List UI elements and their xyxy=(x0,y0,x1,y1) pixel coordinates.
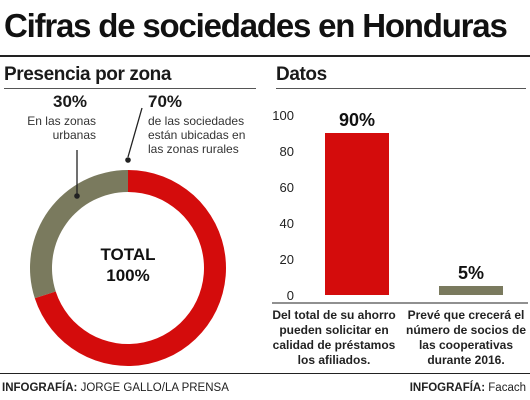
section-title-zona: Presencia por zona xyxy=(4,64,172,85)
credit-right-value: Facach xyxy=(488,382,526,394)
rural-percent: 70% xyxy=(148,92,183,111)
y-tick-label: 100 xyxy=(272,108,294,123)
y-tick-label: 20 xyxy=(280,252,294,267)
y-tick-label: 40 xyxy=(280,216,294,231)
bar-value-label-2: 5% xyxy=(458,263,484,283)
credit-left-label: INFOGRAFÍA: xyxy=(2,382,78,394)
bar-2 xyxy=(439,286,503,295)
rural-leader-line xyxy=(127,107,143,158)
section-underline-right xyxy=(276,88,526,89)
y-tick-label: 60 xyxy=(280,180,294,195)
page-title: Cifras de sociedades en Honduras xyxy=(4,7,508,44)
bar-1 xyxy=(325,133,389,295)
footer-rule xyxy=(0,373,530,374)
credit-left-value: JORGE GALLO/LA PRENSA xyxy=(80,382,229,394)
donut-center-line2: 100% xyxy=(106,266,150,285)
credit-left: INFOGRAFÍA: JORGE GALLO/LA PRENSA xyxy=(2,382,229,394)
urban-description: En las zonas urbanas xyxy=(27,114,96,142)
rural-leader-dot xyxy=(125,157,131,163)
credit-right: INFOGRAFÍA: Facach xyxy=(410,382,526,394)
donut-center-label: TOTAL 100% xyxy=(78,244,178,286)
donut-center-line1: TOTAL xyxy=(100,245,156,264)
credit-right-label: INFOGRAFÍA: xyxy=(409,382,486,394)
rural-description: de las sociedades están ubicadas en las … xyxy=(148,114,246,156)
urban-percent: 30% xyxy=(53,92,88,111)
section-underline-left xyxy=(4,88,256,89)
title-rule xyxy=(0,55,530,57)
urban-leader-dot xyxy=(74,193,80,199)
bar-value-label-1: 90% xyxy=(339,110,375,130)
bar-caption-1: Del total de su ahorro pueden solicitar … xyxy=(272,308,396,367)
y-tick-label: 80 xyxy=(280,144,294,159)
y-tick-label: 0 xyxy=(287,288,294,303)
bar-caption-2: Prevé que crecerá el número de socios de… xyxy=(405,308,527,367)
section-title-datos: Datos xyxy=(276,64,327,85)
